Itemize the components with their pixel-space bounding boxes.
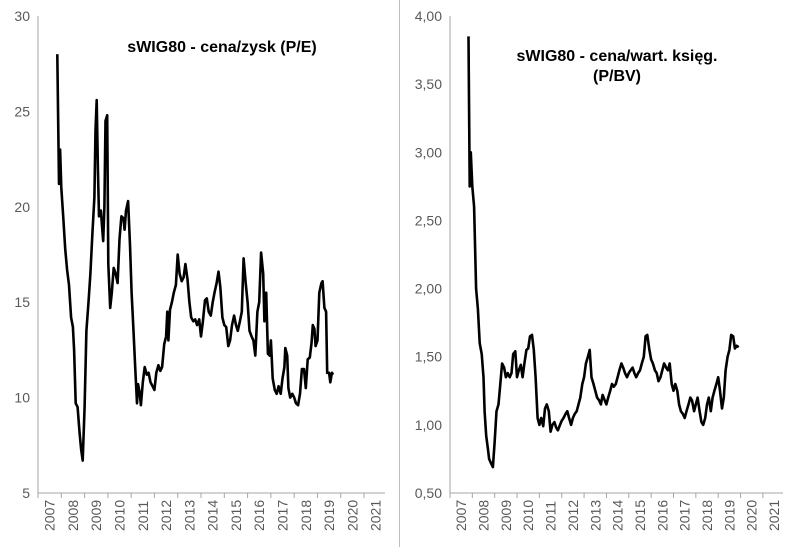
- y-tick-label: 20: [14, 199, 30, 215]
- x-tick-label: 2009: [498, 500, 514, 531]
- x-tick-label: 2013: [181, 500, 197, 531]
- x-tick-label: 2018: [699, 500, 715, 531]
- x-tick-label: 2013: [587, 500, 603, 531]
- x-tick-label: 2017: [677, 500, 693, 531]
- y-tick-label: 0,50: [415, 485, 442, 501]
- x-tick-label: 2010: [520, 500, 536, 531]
- panel-divider: [399, 0, 400, 547]
- x-tick-label: 2008: [476, 500, 492, 531]
- x-tick-label: 2011: [135, 501, 151, 531]
- x-tick-label: 2021: [766, 500, 782, 531]
- chart-title-line-2: (P/BV): [593, 68, 641, 85]
- series-line-p-bv: [467, 36, 740, 469]
- x-tick-label: 2019: [721, 500, 737, 531]
- y-tick-label: 1,00: [415, 417, 442, 433]
- x-tick-label: 2008: [65, 500, 81, 531]
- y-tick-label: 3,50: [415, 76, 442, 92]
- y-tick-label: 25: [14, 103, 30, 119]
- x-tick-label: 2007: [42, 500, 58, 531]
- chart-title: sWIG80 - cena/zysk (P/E): [127, 39, 316, 56]
- x-tick-label: 2015: [228, 500, 244, 531]
- x-tick-label: 2018: [298, 500, 314, 531]
- chart-title-line-1: sWIG80 - cena/wart. księg.: [517, 48, 718, 65]
- y-tick-label: 30: [14, 8, 30, 24]
- x-tick-label: 2016: [654, 500, 670, 531]
- x-tick-label: 2020: [344, 500, 360, 531]
- x-tick-label: 2009: [88, 500, 104, 531]
- x-tick-label: 2014: [610, 500, 626, 531]
- y-tick-label: 4,00: [415, 8, 442, 24]
- x-tick-label: 2014: [205, 500, 221, 531]
- y-tick-label: 3,00: [415, 144, 442, 160]
- y-tick-label: 2,50: [415, 212, 442, 228]
- pbv-chart: sWIG80 - cena/wart. księg. (P/BV) 0,50 1,…: [415, 8, 783, 531]
- x-tick-label: 2017: [275, 500, 291, 531]
- y-tick-label: 2,00: [415, 281, 442, 297]
- pe-chart: sWIG80 - cena/zysk (P/E) 5 10 15 20 25 30 2007…: [14, 8, 385, 531]
- y-tick-label: 10: [14, 390, 30, 406]
- y-tick-label: 15: [14, 294, 30, 310]
- x-tick-label: 2011: [543, 501, 559, 531]
- x-tick-label: 2021: [368, 500, 384, 531]
- x-tick-label: 2015: [632, 500, 648, 531]
- y-tick-label: 5: [22, 485, 30, 501]
- x-tick-label: 2016: [251, 500, 267, 531]
- x-tick-label: 2020: [744, 500, 760, 531]
- y-tick-label: 1,50: [415, 349, 442, 365]
- x-tick-label: 2012: [565, 500, 581, 531]
- x-tick-label: 2012: [158, 500, 174, 531]
- x-tick-label: 2010: [112, 500, 128, 531]
- x-tick-label: 2019: [321, 500, 337, 531]
- series-line-p-e: [56, 54, 335, 462]
- x-tick-label: 2007: [453, 500, 469, 531]
